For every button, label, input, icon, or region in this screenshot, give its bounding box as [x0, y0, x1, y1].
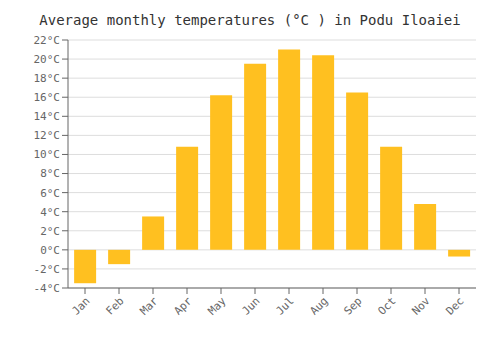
svg-text:20°C: 20°C [34, 53, 61, 66]
svg-text:Mar: Mar [137, 294, 161, 318]
svg-text:Feb: Feb [103, 294, 126, 317]
svg-text:18°C: 18°C [34, 72, 61, 85]
svg-text:Nov: Nov [409, 294, 433, 318]
html-text:Average monthly temperatures (: Average monthly temperatures (°C ) in Po… [39, 12, 461, 28]
svg-text:4°C: 4°C [40, 206, 60, 219]
svg-text:16°C: 16°C [34, 91, 61, 104]
svg-text:-2°C: -2°C [34, 263, 61, 276]
svg-text:Oct: Oct [375, 294, 398, 317]
svg-text:22°C: 22°C [34, 34, 61, 47]
svg-text:12°C: 12°C [34, 129, 61, 142]
svg-text:Sep: Sep [341, 294, 364, 317]
svg-text:10°C: 10°C [34, 148, 61, 161]
svg-text:May: May [205, 294, 229, 318]
svg-text:0°C: 0°C [40, 244, 60, 257]
svg-text:Aug: Aug [307, 294, 330, 317]
svg-text:Dec: Dec [443, 294, 466, 317]
svg-text:6°C: 6°C [40, 187, 60, 200]
svg-text:2°C: 2°C [40, 225, 60, 238]
svg-text:Jul: Jul [273, 294, 296, 317]
svg-text:-4°C: -4°C [34, 282, 61, 295]
svg-text:8°C: 8°C [40, 167, 60, 180]
svg-text:Apr: Apr [171, 294, 195, 318]
svg-text:Jun: Jun [239, 294, 262, 317]
svg-text:14°C: 14°C [34, 110, 61, 123]
svg-text:Jan: Jan [69, 294, 92, 317]
